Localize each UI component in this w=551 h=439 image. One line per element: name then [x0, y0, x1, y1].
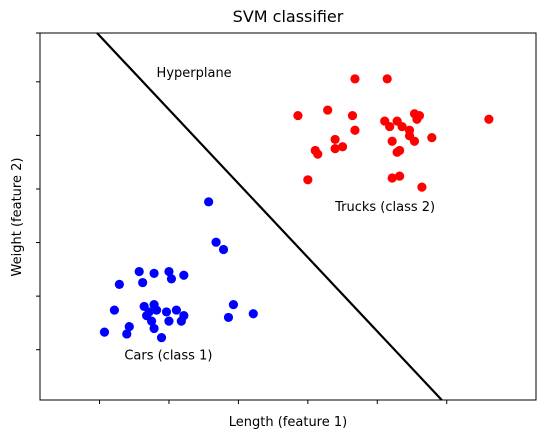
- y-axis-label: Weight (feature 2): [10, 158, 25, 277]
- class2-point: [347, 110, 358, 121]
- class1-point: [164, 316, 174, 326]
- class1-point: [151, 305, 162, 315]
- plot-frame: [39, 32, 537, 401]
- class2-point: [350, 125, 360, 135]
- class1-point: [161, 307, 172, 317]
- class1-point: [248, 309, 258, 319]
- class1-point: [147, 316, 157, 326]
- class1-point: [218, 244, 229, 255]
- class1-point: [149, 323, 159, 334]
- class2-point: [484, 114, 494, 124]
- class2-point: [387, 173, 397, 183]
- class1-point: [114, 279, 124, 289]
- class1-point: [138, 277, 148, 288]
- class1-point: [171, 305, 181, 315]
- class1-point: [134, 266, 144, 277]
- class1-point: [176, 316, 186, 326]
- class2-point: [414, 110, 425, 121]
- class2-point: [417, 182, 427, 192]
- class2-point: [385, 121, 395, 132]
- class1-point: [149, 268, 159, 278]
- class2-point: [313, 149, 323, 159]
- class2-point: [387, 136, 397, 146]
- class2-point: [303, 175, 313, 185]
- class2-point: [392, 147, 402, 157]
- chart-title: SVM classifier: [233, 7, 344, 26]
- annotation-label: Cars (class 1): [124, 349, 212, 364]
- class1-point: [179, 270, 189, 280]
- class1-point: [124, 322, 134, 332]
- class1-point: [166, 274, 177, 284]
- hyperplane-line: [96, 32, 443, 401]
- annotation-label: Hyperplane: [157, 66, 232, 81]
- class2-point: [427, 132, 437, 143]
- class1-point: [228, 299, 239, 310]
- plot-area: Hyperplane Trucks (class 2) Cars (class 1): [36, 32, 537, 404]
- class2-point: [330, 134, 340, 145]
- class1-point: [164, 266, 174, 277]
- class2-point: [293, 110, 303, 121]
- class1-point: [122, 329, 132, 339]
- class2-point: [330, 144, 340, 154]
- class2-point: [350, 74, 360, 84]
- class1-point: [211, 237, 221, 247]
- class1-point: [223, 312, 234, 323]
- class2-point: [397, 121, 407, 132]
- class2-point: [382, 74, 392, 84]
- annotation-label: Trucks (class 2): [334, 200, 435, 215]
- class2-point: [395, 171, 405, 181]
- class2-point: [337, 142, 348, 152]
- class2-point: [404, 131, 415, 141]
- class1-point: [204, 197, 214, 207]
- class2-point: [323, 105, 333, 115]
- class1-point: [156, 333, 167, 343]
- class1-point: [109, 305, 119, 315]
- x-axis-label: Length (feature 1): [229, 415, 347, 430]
- class1-point: [99, 327, 110, 337]
